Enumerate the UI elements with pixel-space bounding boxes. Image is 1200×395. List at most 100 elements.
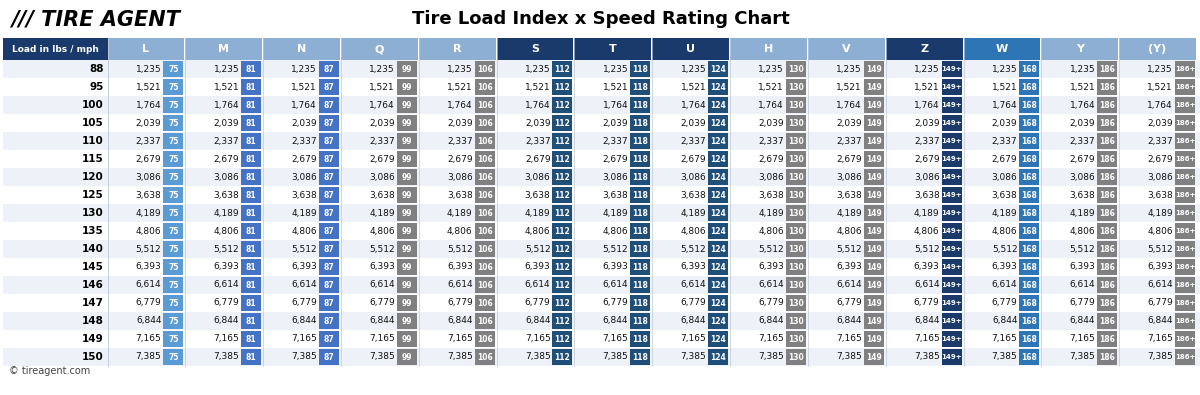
Bar (552, 205, 572, 221)
Bar (1020, 187, 1039, 203)
Text: 130: 130 (788, 316, 804, 325)
Text: 2,337: 2,337 (758, 137, 784, 145)
Text: 2,039: 2,039 (1147, 118, 1174, 128)
Text: 7,385: 7,385 (836, 352, 862, 361)
Text: 75: 75 (168, 263, 179, 271)
Text: 149+: 149+ (941, 66, 962, 72)
Text: 4,806: 4,806 (1147, 226, 1174, 235)
Text: 3,638: 3,638 (602, 190, 629, 199)
Text: 2,337: 2,337 (602, 137, 629, 145)
Bar (630, 133, 650, 149)
Bar (1097, 169, 1117, 185)
Bar (2, 78, 1200, 96)
Text: 140: 140 (82, 244, 103, 254)
Text: 2,337: 2,337 (136, 137, 161, 145)
Text: 186+: 186+ (1175, 84, 1195, 90)
Bar (786, 169, 806, 185)
Text: 2,337: 2,337 (1147, 137, 1174, 145)
Text: 106: 106 (476, 64, 492, 73)
Text: 7,165: 7,165 (292, 335, 317, 344)
Text: 99: 99 (402, 83, 412, 92)
Text: 4,806: 4,806 (524, 226, 551, 235)
Text: 1,235: 1,235 (448, 64, 473, 73)
Text: 124: 124 (710, 83, 726, 92)
Text: 110: 110 (82, 136, 103, 146)
Text: 6,614: 6,614 (991, 280, 1018, 290)
Text: 112: 112 (554, 209, 570, 218)
Text: 99: 99 (402, 154, 412, 164)
Text: 1,521: 1,521 (136, 83, 161, 92)
Bar (786, 241, 806, 257)
Bar (864, 223, 883, 239)
Bar (241, 277, 262, 293)
Text: 124: 124 (710, 64, 726, 73)
Bar (163, 259, 184, 275)
Bar (1175, 205, 1195, 221)
Text: 95: 95 (89, 82, 103, 92)
Text: 6,779: 6,779 (914, 299, 940, 307)
Bar (708, 259, 728, 275)
Text: 112: 112 (554, 173, 570, 181)
Text: 75: 75 (168, 118, 179, 128)
Text: 3,638: 3,638 (991, 190, 1018, 199)
Text: 1,235: 1,235 (758, 64, 784, 73)
Bar (319, 169, 338, 185)
Bar (630, 79, 650, 95)
Text: 186: 186 (1099, 280, 1115, 290)
Text: 2,679: 2,679 (836, 154, 862, 164)
Text: 2,337: 2,337 (448, 137, 473, 145)
Bar (1175, 133, 1195, 149)
Bar (708, 97, 728, 113)
Text: 2,679: 2,679 (370, 154, 395, 164)
Text: 186+: 186+ (1175, 210, 1195, 216)
Text: 6,844: 6,844 (448, 316, 473, 325)
Bar (630, 331, 650, 347)
Bar (2, 348, 1200, 366)
Text: 186: 186 (1099, 335, 1115, 344)
Text: 112: 112 (554, 245, 570, 254)
Text: 149+: 149+ (941, 228, 962, 234)
Bar (552, 295, 572, 311)
Text: 4,806: 4,806 (214, 226, 239, 235)
Text: 118: 118 (632, 83, 648, 92)
Text: 106: 106 (476, 154, 492, 164)
Text: 7,385: 7,385 (1069, 352, 1096, 361)
Text: 168: 168 (1021, 280, 1037, 290)
Text: 1,764: 1,764 (292, 100, 317, 109)
Text: 6,779: 6,779 (1147, 299, 1174, 307)
Text: 3,086: 3,086 (1147, 173, 1174, 181)
Bar (475, 349, 494, 365)
Text: 149: 149 (866, 299, 882, 307)
Text: 2,039: 2,039 (602, 118, 629, 128)
Text: 186: 186 (1099, 137, 1115, 145)
Bar (1020, 349, 1039, 365)
Text: 168: 168 (1021, 335, 1037, 344)
Text: 7,385: 7,385 (680, 352, 706, 361)
Text: 4,806: 4,806 (448, 226, 473, 235)
Text: 99: 99 (402, 100, 412, 109)
Bar (241, 133, 262, 149)
Text: 118: 118 (632, 137, 648, 145)
Text: 186+: 186+ (1175, 246, 1195, 252)
Bar (475, 241, 494, 257)
Text: 124: 124 (710, 335, 726, 344)
Bar (2, 240, 1200, 258)
Bar (397, 115, 416, 131)
Text: 6,779: 6,779 (370, 299, 395, 307)
Text: 112: 112 (554, 299, 570, 307)
Text: 6,779: 6,779 (836, 299, 862, 307)
Text: 6,844: 6,844 (370, 316, 395, 325)
Text: © tireagent.com: © tireagent.com (8, 366, 90, 376)
Bar (1120, 38, 1196, 60)
Text: 186: 186 (1099, 64, 1115, 73)
Text: 105: 105 (82, 118, 103, 128)
Text: 118: 118 (632, 299, 648, 307)
Text: 7,385: 7,385 (370, 352, 395, 361)
Bar (241, 295, 262, 311)
Text: S: S (532, 44, 539, 54)
Bar (864, 295, 883, 311)
Text: 186+: 186+ (1175, 228, 1195, 234)
Text: 149: 149 (866, 173, 882, 181)
Text: 130: 130 (788, 209, 804, 218)
Text: 7,165: 7,165 (602, 335, 629, 344)
